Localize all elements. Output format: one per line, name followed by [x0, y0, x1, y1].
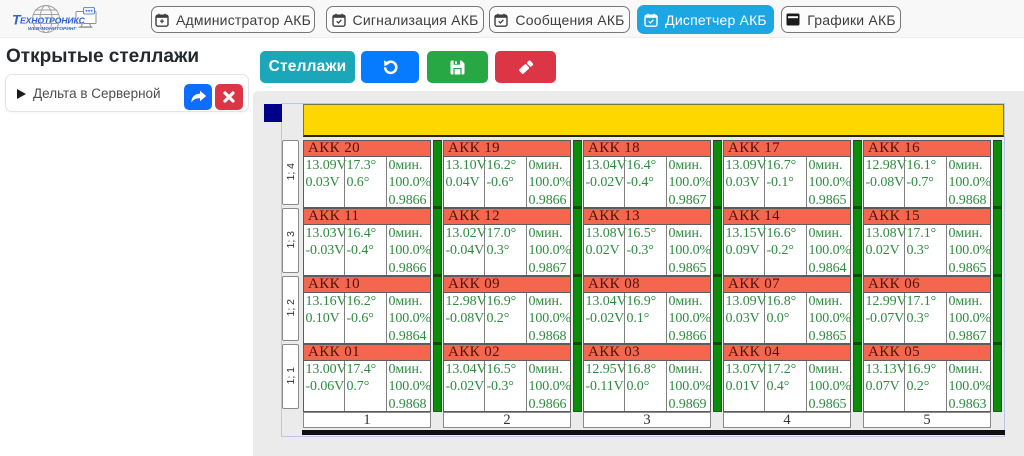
svg-text:WEB-МОНИТОРИНГ: WEB-МОНИТОРИНГ [28, 26, 77, 32]
svg-text:Т: Т [12, 12, 22, 28]
svg-text:ЕХНОТРОНИКС: ЕХНОТРОНИКС [20, 16, 86, 26]
